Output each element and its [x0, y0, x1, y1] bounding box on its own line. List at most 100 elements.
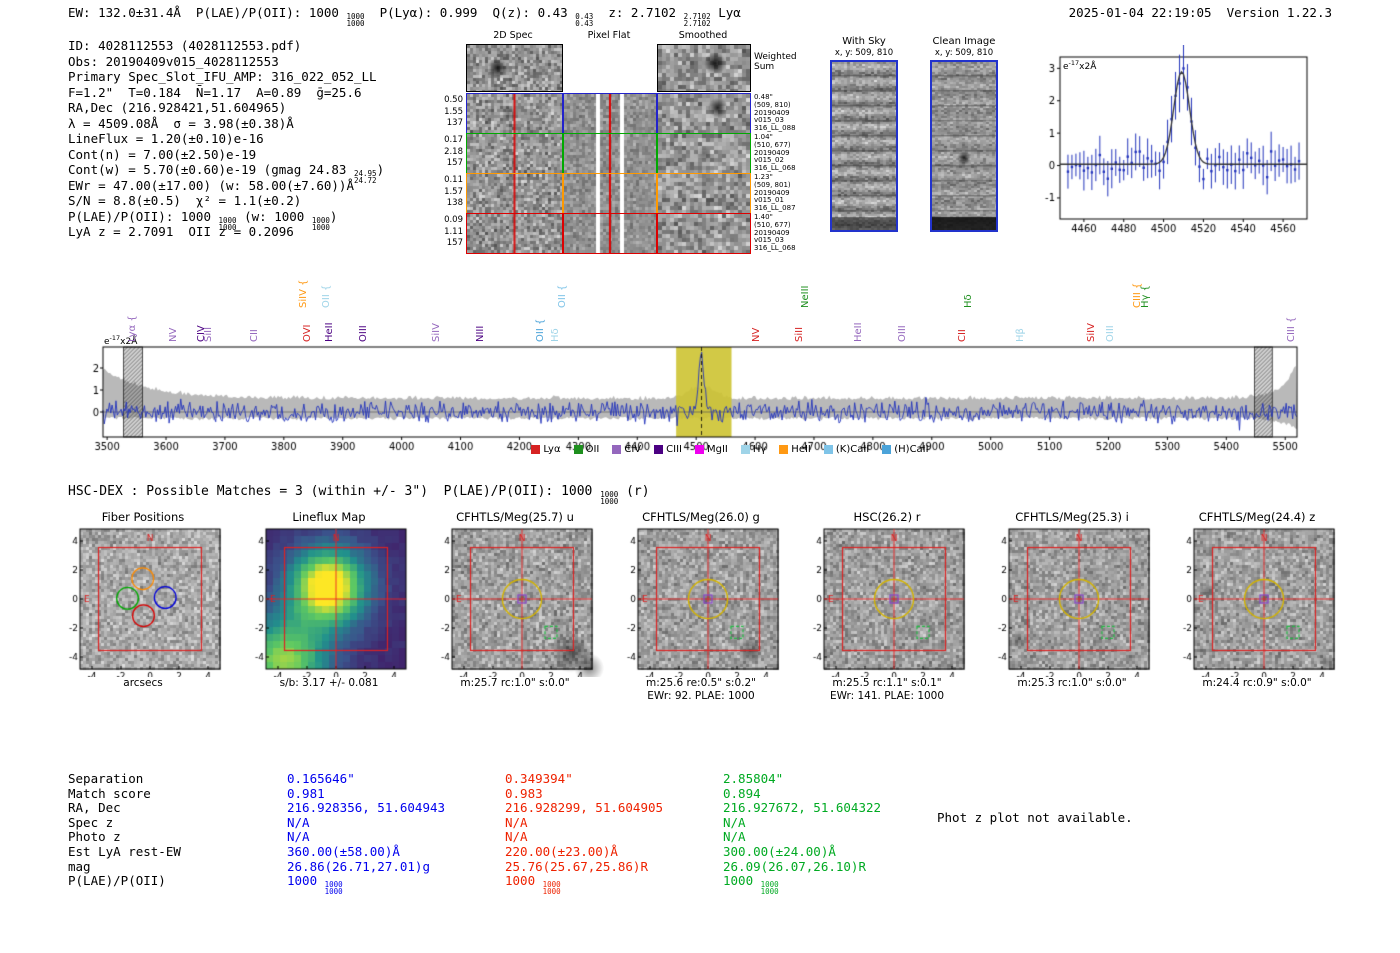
emission-line-label: NV	[751, 327, 763, 342]
emission-line-label: Hδ	[963, 294, 975, 308]
match-value: 0.349394"	[505, 771, 573, 786]
cutout-panel-image: CFHTLS/Meg(25.3) i m:25.3 rc:1.0" s:0.0"	[979, 510, 1165, 690]
stacked-fraction: 0.43 0.43	[575, 13, 593, 28]
info-line: Cont(n) = 7.00(±2.50)e-19	[68, 147, 384, 163]
exposure-annotation: 0.48" (509, 810) 20190409 v015_03 316_LL_088	[754, 93, 796, 133]
ylabel-exponent: -17	[1068, 59, 1080, 67]
stacked-fraction: 1000 1000	[346, 13, 365, 29]
exposure-stats: 0.11 1.57 138	[444, 175, 463, 208]
emission-line-label: OII {	[535, 318, 547, 342]
text-segment: Primary Spec_Slot_IFU_AMP: 316_022_052_L…	[68, 69, 377, 84]
emission-line-label: Hβ	[1015, 328, 1027, 342]
match-row-label: Photo z	[68, 829, 121, 845]
emission-line-label: OIII	[897, 325, 909, 342]
spec2d-cutouts-panel: 2D Spec Pixel Flat Smoothed Weighted Sum 0.50…	[443, 30, 797, 260]
text-segment: Lyα	[710, 5, 741, 20]
cutout-canvas	[798, 525, 976, 677]
legend-label: CIV	[624, 444, 642, 455]
emission-line-label: CIII {	[1286, 316, 1298, 342]
line-fit-ylabel: e-17x2Å	[1063, 59, 1096, 72]
fraction-bottom: 1000	[346, 19, 365, 29]
spec2d-cutout-canvas	[466, 133, 563, 174]
legend-label: CIII	[666, 444, 682, 455]
legend-swatch	[612, 445, 622, 454]
emission-line-label: NIII	[474, 325, 486, 342]
cutout-caption: m:25.7 rc:1.0" s:0.0"	[460, 677, 570, 689]
ylabel-rest: x2Å	[120, 337, 138, 347]
spec2d-cutout-canvas	[657, 133, 751, 174]
legend-item: (H)CaII	[882, 444, 929, 455]
cutout-caption: m:25.3 rc:1.0" s:0.0"	[1017, 677, 1127, 689]
info-line: LineFlux = 1.20(±0.10)e-16	[68, 131, 384, 147]
fraction-top: 2.7102	[683, 12, 711, 21]
cutout-panel-image: CFHTLS/Meg(25.7) u m:25.7 rc:1.0" s:0.0"	[422, 510, 608, 690]
cutout-caption: s/b: 3.17 +/- 0.081	[279, 677, 379, 689]
info-line: Obs: 20190409v015_4028112553	[68, 54, 384, 70]
stacked-fraction: 1000 1000	[312, 216, 330, 231]
match-value: 216.928299, 51.604905	[505, 800, 664, 816]
exposure-stats: 0.09 1.11 157	[444, 215, 463, 248]
text-segment: z: 2.7102	[593, 5, 684, 20]
spec2d-cutout-canvas	[563, 133, 657, 174]
text-segment: HSC-DEX : Possible Matches = 3 (within +…	[68, 484, 601, 499]
cutout-canvas	[240, 525, 418, 677]
fraction-top: 1000	[760, 880, 779, 890]
match-value: 300.00(±24.00)Å	[723, 843, 836, 859]
detection-info-block: ID: 4028112553 (4028112553.pdf) Obs: 2019…	[68, 38, 384, 240]
legend-item: CIII	[654, 444, 682, 455]
fraction-top: 1000	[218, 215, 237, 225]
match-value: 25.76(25.67,25.86)R	[505, 858, 648, 874]
match-value: 220.00(±23.00)Å	[505, 843, 618, 859]
cutout-panel-heatmap: Lineflux Map s/b: 3.17 +/- 0.081	[236, 510, 422, 690]
emission-line-label: OIII	[1104, 325, 1116, 342]
spec2d-column-header: Smoothed	[678, 30, 728, 41]
text-segment: EW: 132.0±31.4Å P(LAE)/P(OII): 1000	[68, 5, 347, 20]
emission-line-label: SiIV	[1085, 323, 1097, 342]
cutout-canvas	[983, 525, 1161, 677]
match-value: 26.86(26.71,27.01)g	[287, 858, 430, 874]
legend-swatch	[654, 445, 664, 454]
spec2d-cutout-canvas	[563, 173, 657, 214]
cutout-canvas	[426, 525, 604, 677]
spec2d-cutout-canvas	[563, 213, 657, 254]
stacked-fraction: 1000 1000	[542, 881, 561, 897]
emission-line-label: SiII	[203, 326, 215, 342]
legend-label: (K)CaII	[835, 444, 870, 455]
match-plae-value: 1000 1000 1000	[287, 873, 445, 895]
cutout-canvas	[1168, 525, 1346, 677]
line-fit-canvas	[1035, 45, 1325, 235]
with-sky-panel: With Sky x, y: 509, 810	[828, 36, 900, 236]
match-column: 2.85804" 0.894 216.927672, 51.604322 N/A N/A…	[723, 771, 881, 895]
text-segment: 1000	[505, 873, 543, 889]
weighted-sum-label: Weighted Sum	[754, 52, 797, 72]
clean-image-canvas	[930, 60, 998, 232]
info-line: λ = 4509.08Å σ = 3.98(±0.38)Å	[68, 116, 384, 132]
emission-line-label: OII {	[321, 284, 333, 308]
emission-line-label: Hδ	[550, 328, 562, 342]
match-value: 216.928356, 51.604943	[287, 800, 446, 816]
legend-item: Lyα	[531, 444, 561, 455]
cutout-title: HSC(26.2) r	[853, 510, 921, 524]
match-row-label: Spec z	[68, 814, 114, 830]
full-spectrum-ylabel: e-17x2Å	[104, 334, 137, 347]
text-segment: S/N = 8.8(±0.5) χ² = 1.1(±0.2)	[68, 193, 302, 208]
match-plae-value: 1000 1000 1000	[505, 873, 663, 895]
info-line: RA,Dec (216.928421,51.604965)	[68, 100, 384, 116]
legend-item: CIV	[612, 444, 641, 455]
with-sky-title: With Sky	[842, 36, 886, 47]
match-column: 0.165646" 0.981 216.928356, 51.604943 N/A N/…	[287, 771, 446, 895]
text-segment: (w: 1000	[236, 208, 312, 224]
text-segment: LyA z = 2.7091 OII z = 0.2096	[68, 224, 294, 239]
spec2d-cutout-canvas	[466, 93, 563, 134]
match-value: 0.165646"	[287, 771, 355, 786]
info-line: S/N = 8.8(±0.5) χ² = 1.1(±0.2)	[68, 193, 384, 209]
fraction-bottom: 24.72	[353, 176, 377, 186]
text-segment: (r)	[618, 484, 650, 499]
exposure-stats: 0.17 2.18 157	[444, 135, 463, 168]
cutout-panel-image: HSC(26.2) r m:25.5 rc:1.1" s:0.1" EWr: 141…	[794, 510, 980, 703]
fraction-bottom: 1000	[542, 887, 561, 897]
text-segment: RA,Dec (216.928421,51.604965)	[68, 100, 287, 115]
spec2d-column-header: 2D Spec	[493, 30, 533, 41]
cutout-title: CFHTLS/Meg(26.0) g	[642, 510, 760, 524]
text-segment: EWr = 47.00(±17.00) (w: 58.00(±7.60))Å	[68, 177, 354, 193]
